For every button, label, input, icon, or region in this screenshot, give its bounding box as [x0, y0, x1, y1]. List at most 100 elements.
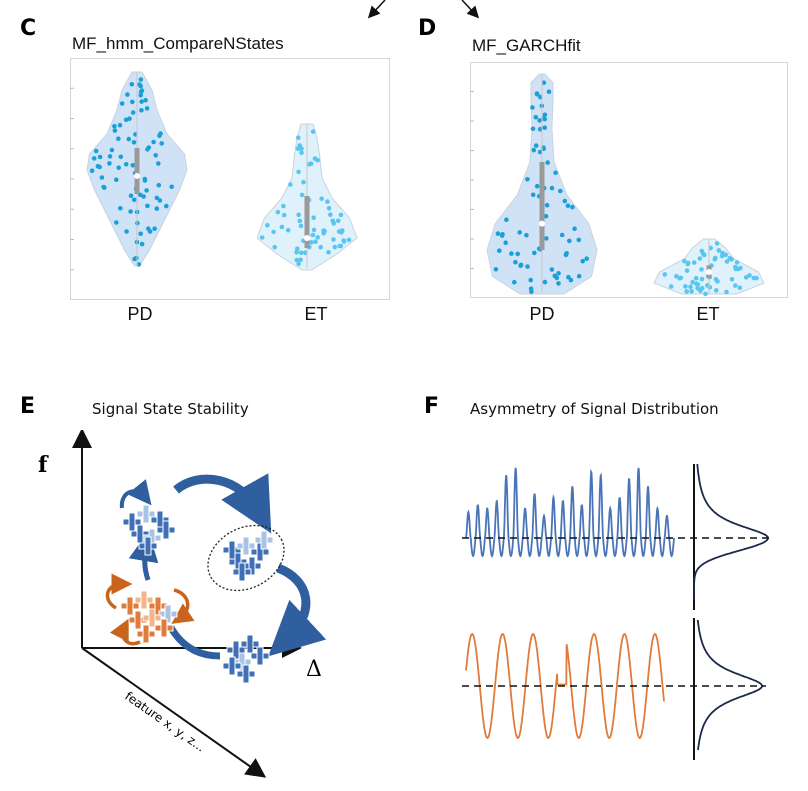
data-point: [678, 275, 684, 281]
data-point: [684, 268, 690, 273]
orange-symmetric-signal: [465, 633, 665, 739]
data-point: [584, 256, 589, 261]
data-point: [131, 140, 137, 145]
data-point: [116, 136, 121, 141]
panel-title-d: MF_GARCHfit: [472, 36, 581, 55]
data-point: [682, 258, 687, 264]
data-point: [136, 262, 142, 267]
data-point: [738, 265, 743, 271]
data-point: [294, 257, 300, 263]
data-point: [713, 288, 719, 293]
data-point: [318, 244, 323, 250]
arrow-to-panel-c: [367, 0, 386, 19]
data-point: [107, 154, 113, 159]
data-point: [533, 115, 539, 120]
data-point: [515, 251, 520, 257]
blue-asymmetric-signal: [465, 467, 675, 558]
data-point: [518, 263, 523, 268]
data-point: [139, 88, 145, 93]
data-point: [542, 125, 547, 130]
data-point: [552, 273, 558, 279]
data-point: [130, 110, 136, 115]
self-loop-arrow-orange-1: [105, 573, 133, 610]
data-point: [288, 182, 293, 187]
data-point: [154, 206, 160, 211]
data-point: [89, 168, 95, 173]
data-point: [145, 147, 150, 152]
data-point: [325, 199, 330, 204]
data-point: [543, 213, 549, 219]
data-point: [565, 203, 571, 208]
data-point: [157, 198, 163, 203]
panel-title-e: Signal State Stability: [92, 400, 249, 418]
data-point: [530, 126, 536, 132]
data-point: [296, 169, 301, 175]
data-point: [331, 221, 337, 226]
data-point: [145, 203, 150, 209]
data-point: [310, 232, 316, 238]
data-point: [567, 238, 572, 244]
data-point: [303, 250, 308, 256]
data-point: [275, 209, 281, 215]
data-point: [743, 275, 749, 280]
data-point: [525, 264, 530, 269]
transition-arrow-bottom: [166, 624, 221, 660]
data-point: [259, 235, 265, 240]
data-point: [524, 232, 529, 238]
stable-state-ellipse: [207, 524, 285, 592]
data-point: [156, 182, 162, 188]
data-point: [733, 264, 738, 270]
data-point: [138, 77, 144, 82]
data-point: [332, 244, 338, 250]
data-point: [733, 283, 738, 288]
data-point: [715, 279, 720, 284]
category-label-et-c: ET: [304, 304, 328, 324]
data-point: [126, 136, 132, 142]
data-point: [313, 239, 318, 244]
data-point: [338, 212, 344, 218]
data-point: [138, 93, 143, 98]
data-point: [139, 241, 145, 247]
data-point: [91, 156, 97, 161]
skewed-distribution-curve: [693, 463, 769, 600]
data-point: [153, 153, 158, 158]
data-point: [319, 196, 324, 201]
data-point: [713, 255, 718, 261]
data-point: [683, 284, 688, 289]
data-point: [719, 253, 725, 259]
data-point: [118, 206, 123, 211]
cluster-bottom-right: [222, 634, 270, 684]
data-point: [690, 279, 695, 285]
data-point: [116, 165, 121, 170]
data-point: [144, 106, 150, 111]
data-point: [727, 256, 732, 261]
data-point: [708, 245, 713, 251]
data-point: [568, 277, 574, 283]
data-point: [700, 251, 706, 256]
signal-asymmetry-diagram: [462, 463, 774, 760]
data-point: [549, 185, 555, 191]
data-point: [279, 224, 285, 230]
data-point: [493, 267, 499, 272]
data-point: [335, 218, 341, 224]
data-point: [271, 229, 276, 235]
data-point: [729, 277, 735, 282]
y-axis-label: f: [38, 452, 49, 478]
panel-title-f: Asymmetry of Signal Distribution: [470, 400, 719, 418]
data-point: [542, 116, 548, 122]
data-point: [123, 117, 129, 123]
data-point: [549, 267, 555, 272]
data-point: [714, 241, 720, 246]
data-point: [512, 279, 517, 285]
data-point: [146, 226, 151, 231]
data-point: [537, 149, 543, 155]
data-point: [107, 161, 112, 166]
data-point: [537, 126, 543, 132]
median-marker: [706, 269, 712, 275]
transition-arrow-right: [268, 563, 327, 657]
data-point: [572, 226, 577, 231]
data-point: [564, 251, 569, 256]
data-point: [272, 244, 277, 250]
data-point: [156, 161, 161, 166]
data-point: [684, 289, 689, 294]
